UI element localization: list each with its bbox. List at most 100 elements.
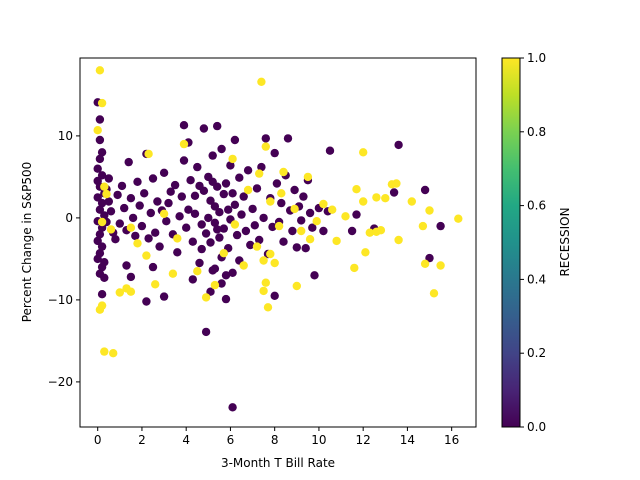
data-point xyxy=(93,236,102,246)
data-point xyxy=(263,303,273,312)
x-axis-label: 3-Month T Bill Rate xyxy=(221,456,335,470)
data-point xyxy=(319,199,328,209)
data-point xyxy=(230,135,240,145)
data-point xyxy=(159,168,169,177)
data-point xyxy=(190,209,200,218)
x-tick-label: 8 xyxy=(271,433,279,447)
data-point xyxy=(215,208,224,217)
points-layer xyxy=(93,66,463,412)
data-point xyxy=(195,181,204,191)
data-point xyxy=(97,198,107,208)
x-tick-label: 14 xyxy=(400,433,415,447)
data-point xyxy=(454,214,463,223)
data-point xyxy=(352,210,361,219)
data-point xyxy=(133,177,142,186)
data-point xyxy=(122,261,131,270)
x-tick-label: 2 xyxy=(138,433,146,447)
colorbar-tick-label: 0.4 xyxy=(527,272,546,286)
data-point xyxy=(257,162,266,172)
data-point xyxy=(190,191,200,200)
data-point xyxy=(126,272,136,282)
data-point xyxy=(151,228,160,237)
data-point xyxy=(97,301,107,310)
data-point xyxy=(201,229,211,238)
data-point xyxy=(228,403,237,412)
colorbar xyxy=(501,57,521,428)
data-point xyxy=(221,271,231,280)
data-point xyxy=(261,134,270,143)
data-point xyxy=(182,223,191,232)
data-point xyxy=(102,189,111,199)
data-point xyxy=(268,222,277,232)
data-point xyxy=(319,226,328,236)
colorbar-label: RECESSION xyxy=(558,207,572,276)
data-point xyxy=(259,286,268,296)
data-point xyxy=(170,180,180,190)
data-point xyxy=(93,126,102,135)
data-point xyxy=(270,258,279,268)
data-point xyxy=(274,221,284,231)
data-point xyxy=(100,273,109,282)
data-point xyxy=(297,216,306,225)
y-axis-label: Percent Change in S&P500 xyxy=(20,162,34,323)
data-point xyxy=(272,179,282,188)
data-point xyxy=(376,226,386,235)
data-point xyxy=(341,212,350,221)
data-point xyxy=(179,121,189,130)
data-point xyxy=(325,146,335,155)
x-tick-label: 16 xyxy=(444,433,459,447)
data-point xyxy=(208,151,217,160)
data-point xyxy=(213,225,222,234)
data-point xyxy=(270,291,279,300)
data-point xyxy=(230,200,240,209)
data-point xyxy=(115,288,125,297)
x-tick-label: 4 xyxy=(182,433,190,447)
data-point xyxy=(217,279,226,288)
x-tick-label: 0 xyxy=(94,433,102,447)
data-point xyxy=(297,226,306,236)
data-point xyxy=(241,226,251,236)
data-point xyxy=(210,218,220,227)
data-point xyxy=(188,275,197,284)
data-point xyxy=(436,261,445,270)
data-point xyxy=(252,242,262,251)
data-point xyxy=(137,221,147,231)
data-point xyxy=(199,124,209,133)
data-point xyxy=(246,240,255,250)
x-axis-ticks: 0 2 4 6 8 10 12 14 16 xyxy=(94,427,459,447)
data-point xyxy=(255,169,264,178)
data-point xyxy=(124,157,133,167)
data-point xyxy=(126,223,136,232)
data-point xyxy=(120,203,129,213)
data-point xyxy=(100,347,109,356)
data-point xyxy=(255,235,264,245)
data-point xyxy=(162,217,171,226)
data-point xyxy=(299,192,308,201)
data-point xyxy=(133,239,142,248)
data-point xyxy=(235,173,244,182)
colorbar-tick-label: 0.2 xyxy=(527,346,546,360)
data-point xyxy=(106,225,116,234)
data-point xyxy=(290,204,299,214)
data-point xyxy=(204,213,213,223)
data-point xyxy=(95,154,105,164)
data-point xyxy=(100,182,109,191)
data-point xyxy=(97,148,107,157)
data-point xyxy=(217,144,226,154)
data-point xyxy=(126,287,136,296)
data-point xyxy=(206,287,215,296)
data-point xyxy=(361,248,370,257)
x-tick-label: 6 xyxy=(227,433,235,447)
data-point xyxy=(352,185,361,194)
data-point xyxy=(111,235,120,244)
colorbar-tick-label: 1.0 xyxy=(527,51,546,65)
data-point xyxy=(153,197,162,206)
data-point xyxy=(175,212,184,221)
data-point xyxy=(420,259,430,268)
x-tick-label: 12 xyxy=(356,433,371,447)
data-point xyxy=(193,162,202,172)
data-point xyxy=(140,189,149,198)
y-tick-label: 0 xyxy=(65,211,73,225)
data-point xyxy=(266,249,275,259)
data-point xyxy=(221,294,231,304)
